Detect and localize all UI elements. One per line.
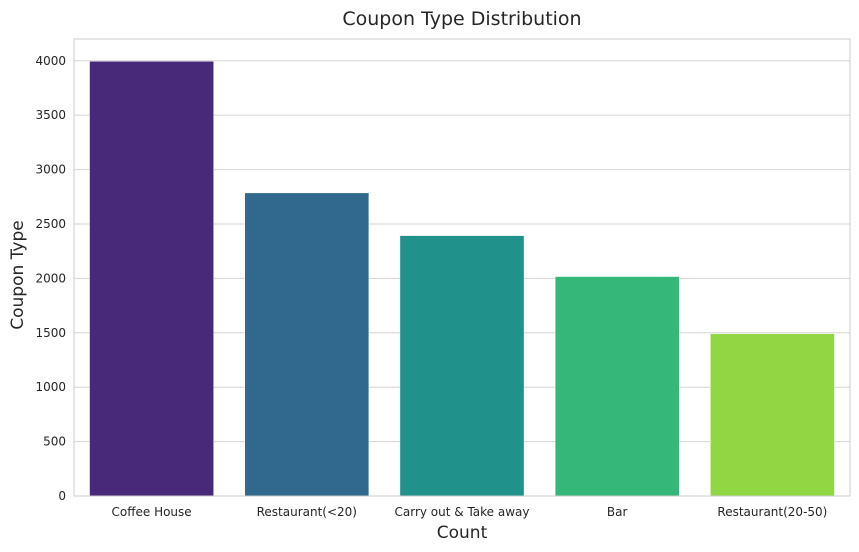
- bar: [554, 276, 680, 497]
- y-tick-label: 3500: [35, 108, 66, 122]
- y-tick-label: 0: [58, 489, 66, 503]
- y-axis-label: Coupon Type: [8, 220, 28, 329]
- plot-frame: [73, 38, 851, 497]
- x-tick-label: Bar: [607, 505, 628, 519]
- y-tick-label: 4000: [35, 54, 66, 68]
- y-tick-label: 3000: [35, 163, 66, 177]
- chart-title: Coupon Type Distribution: [342, 8, 581, 30]
- x-axis-ticks: Coffee House Restaurant(<20) Carry out & T…: [112, 505, 828, 519]
- x-tick-label: Carry out & Take away: [395, 505, 530, 519]
- x-tick-label: Restaurant(20-50): [717, 505, 827, 519]
- y-tick-label: 1500: [35, 326, 66, 340]
- bar: [244, 192, 370, 497]
- bar: [710, 333, 835, 497]
- y-tick-label: 2500: [35, 217, 66, 231]
- x-tick-label: Restaurant(<20): [257, 505, 357, 519]
- y-tick-label: 1000: [35, 380, 66, 394]
- y-tick-label: 500: [43, 435, 66, 449]
- x-tick-label: Coffee House: [112, 505, 192, 519]
- bar: [399, 235, 525, 497]
- bar: [89, 60, 214, 497]
- y-axis-ticks: 0 500 1000 1500 2000 2500 3000 3500 4000: [35, 54, 66, 503]
- x-axis-label: Count: [437, 523, 488, 543]
- y-tick-label: 2000: [35, 271, 66, 285]
- bars: [89, 60, 835, 497]
